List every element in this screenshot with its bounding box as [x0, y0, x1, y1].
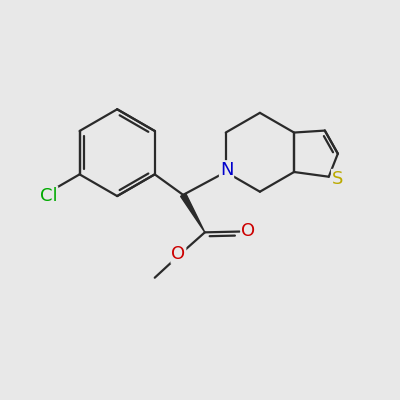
Text: O: O [241, 222, 255, 240]
Text: Cl: Cl [40, 187, 57, 205]
Polygon shape [180, 193, 205, 232]
Text: N: N [220, 161, 233, 179]
Text: O: O [171, 245, 186, 263]
Text: S: S [332, 170, 343, 188]
